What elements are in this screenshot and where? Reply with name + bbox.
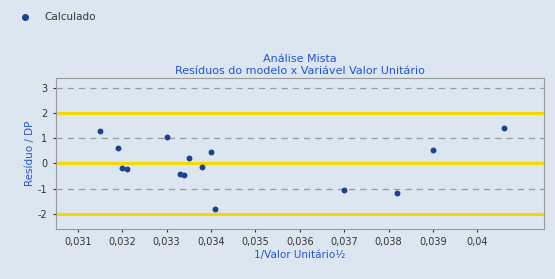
Point: [211, 207, 220, 211]
Point: [206, 150, 215, 155]
Point: [162, 135, 171, 140]
Point: [95, 129, 104, 134]
Y-axis label: Resíduo / DP: Resíduo / DP: [24, 121, 34, 186]
Title: Análise Mista
Resíduos do modelo x Variável Valor Unitário: Análise Mista Resíduos do modelo x Variá…: [175, 54, 425, 76]
Point: [122, 166, 131, 171]
Legend: Calculado: Calculado: [11, 8, 100, 26]
Point: [175, 172, 184, 176]
Point: [118, 166, 127, 170]
Point: [428, 148, 437, 153]
Point: [180, 173, 189, 177]
Point: [393, 191, 402, 195]
Point: [500, 126, 508, 131]
X-axis label: 1/Valor Unitário½: 1/Valor Unitário½: [254, 250, 345, 260]
Point: [198, 164, 206, 169]
Point: [184, 156, 193, 160]
Point: [113, 146, 122, 150]
Point: [340, 188, 349, 193]
